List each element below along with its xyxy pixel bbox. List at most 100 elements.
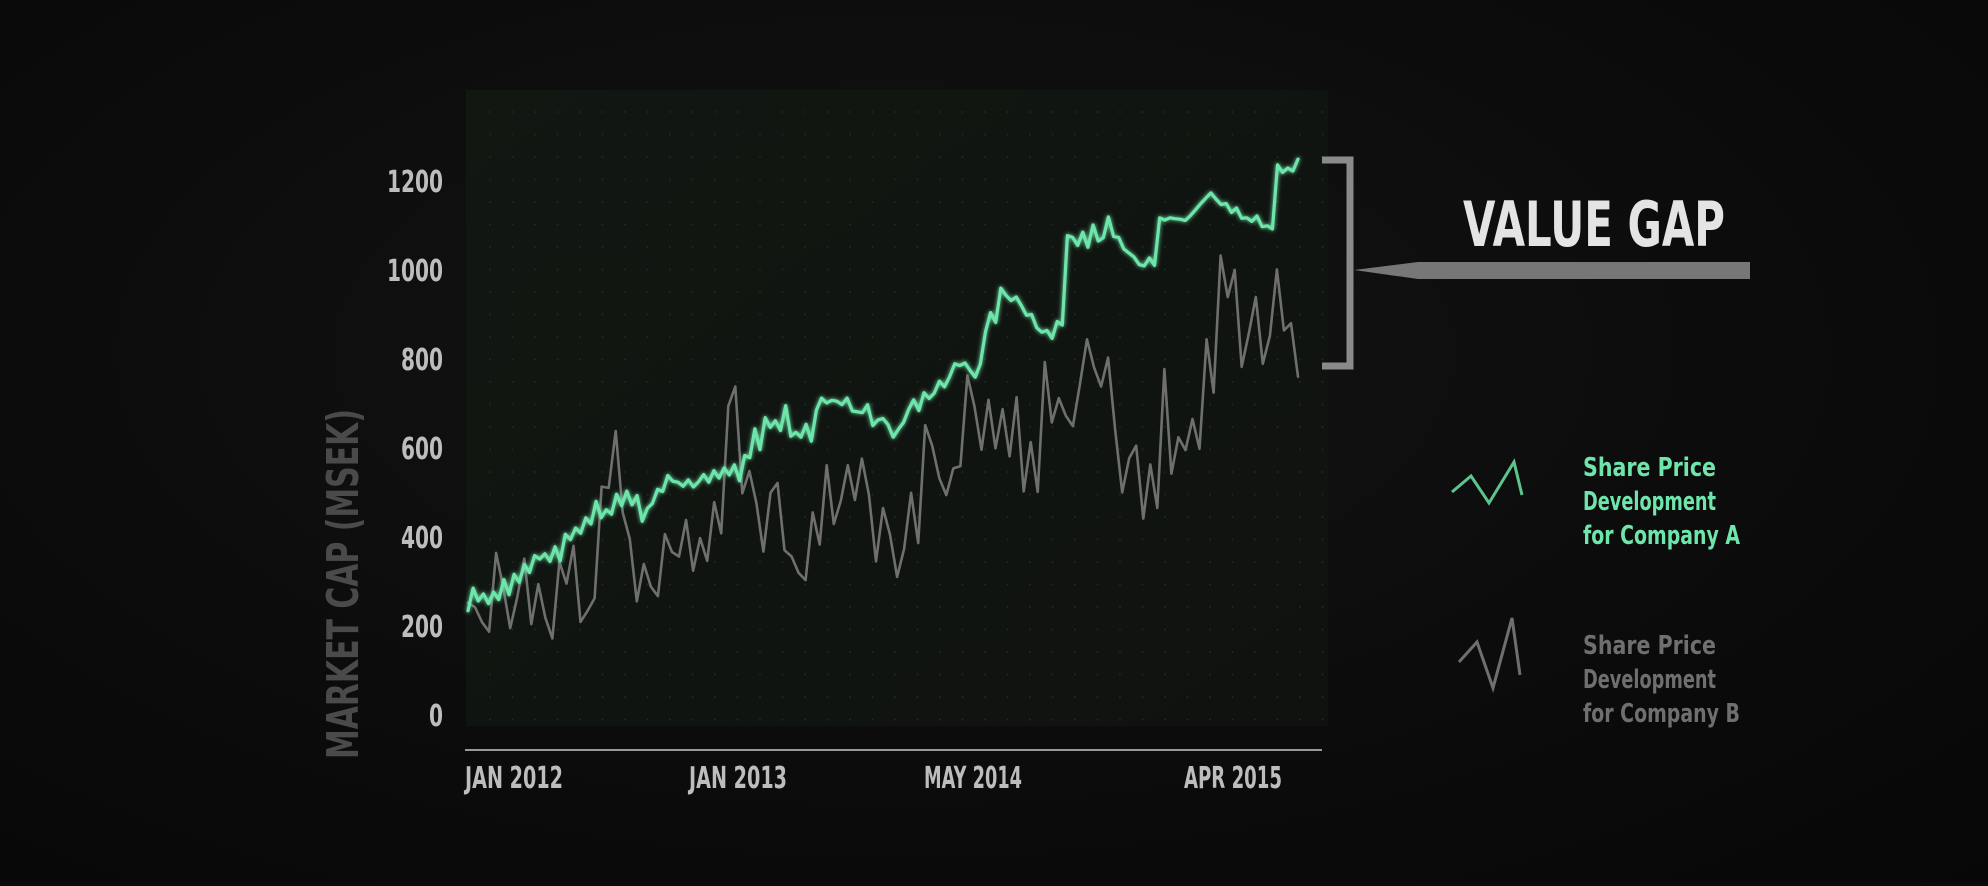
- grid-dot: [1231, 268, 1234, 271]
- grid-dot: [1096, 696, 1099, 698]
- grid-dot: [579, 403, 581, 406]
- grid-dot: [1209, 516, 1211, 518]
- grid-dot: [871, 313, 874, 316]
- grid-dot: [646, 696, 649, 698]
- grid-dot: [916, 358, 919, 361]
- grid-dot: [961, 583, 964, 586]
- grid-dot: [1231, 223, 1234, 226]
- grid-dot: [1299, 201, 1301, 203]
- grid-dot: [961, 201, 964, 203]
- grid-dot: [489, 718, 491, 721]
- grid-dot: [601, 381, 604, 383]
- grid-dot: [624, 268, 626, 271]
- grid-dot: [1231, 583, 1234, 586]
- grid-dot: [961, 718, 964, 721]
- grid-dot: [849, 718, 851, 721]
- grid-dot: [1164, 718, 1166, 721]
- grid-dot: [1299, 718, 1301, 721]
- grid-dot: [534, 246, 536, 248]
- grid-dot: [534, 133, 536, 136]
- grid-dot: [759, 178, 761, 181]
- grid-dot: [579, 156, 581, 158]
- grid-dot: [1006, 673, 1009, 676]
- grid-dot: [601, 336, 604, 338]
- grid-dot: [579, 201, 581, 203]
- grid-dot: [1276, 718, 1279, 721]
- grid-dot: [916, 718, 919, 721]
- grid-dot: [871, 358, 874, 361]
- grid-dot: [894, 178, 896, 181]
- grid-dot: [871, 246, 874, 248]
- grid-dot: [1051, 628, 1054, 631]
- grid-dot: [489, 268, 491, 271]
- grid-dot: [1276, 448, 1279, 451]
- grid-dot: [1299, 561, 1301, 563]
- grid-dot: [579, 313, 581, 316]
- grid-dot: [1051, 201, 1054, 203]
- grid-dot: [579, 133, 581, 136]
- y-tick-label: 0: [429, 699, 443, 734]
- grid-dot: [1029, 651, 1031, 653]
- grid-dot: [579, 291, 581, 293]
- grid-dot: [984, 718, 986, 721]
- grid-dot: [511, 291, 514, 293]
- x-tick-label: JAN 2013: [688, 761, 787, 796]
- grid-dot: [849, 651, 851, 653]
- grid-dot: [1029, 516, 1031, 518]
- grid-dot: [736, 606, 739, 608]
- grid-dot: [984, 583, 986, 586]
- grid-dot: [624, 291, 626, 293]
- grid-dot: [1321, 448, 1324, 451]
- grid-dot: [826, 223, 829, 226]
- grid-dot: [1006, 538, 1009, 541]
- grid-dot: [1299, 651, 1301, 653]
- grid-dot: [1254, 156, 1256, 158]
- grid-dot: [1321, 133, 1324, 136]
- grid-dot: [1209, 448, 1211, 451]
- grid-dot: [849, 156, 851, 158]
- grid-dot: [601, 471, 604, 473]
- grid-dot: [1029, 471, 1031, 473]
- grid-dot: [1276, 201, 1279, 203]
- grid-dot: [1231, 696, 1234, 698]
- grid-dot: [714, 651, 716, 653]
- grid-dot: [601, 718, 604, 721]
- grid-dot: [1164, 448, 1166, 451]
- grid-dot: [1276, 133, 1279, 136]
- legend-label-line: for Company A: [1583, 521, 1740, 551]
- grid-dot: [511, 471, 514, 473]
- grid-dot: [646, 381, 649, 383]
- grid-dot: [916, 471, 919, 473]
- grid-dot: [759, 426, 761, 428]
- grid-dot: [669, 133, 671, 136]
- grid-dot: [759, 246, 761, 248]
- grid-dot: [646, 246, 649, 248]
- grid-dot: [849, 426, 851, 428]
- grid-dot: [624, 336, 626, 338]
- grid-dot: [1186, 561, 1189, 563]
- grid-dot: [1231, 133, 1234, 136]
- grid-dot: [736, 156, 739, 158]
- grid-dot: [1096, 471, 1099, 473]
- grid-dot: [579, 696, 581, 698]
- grid-dot: [1254, 111, 1256, 113]
- grid-dot: [1119, 606, 1121, 608]
- grid-dot: [781, 223, 784, 226]
- grid-dot: [804, 606, 806, 608]
- grid-dot: [714, 628, 716, 631]
- grid-dot: [871, 628, 874, 631]
- grid-dot: [1321, 628, 1324, 631]
- grid-dot: [579, 718, 581, 721]
- grid-dot: [1254, 358, 1256, 361]
- grid-dot: [1074, 313, 1076, 316]
- grid-dot: [646, 493, 649, 496]
- grid-dot: [1254, 696, 1256, 698]
- grid-dot: [1119, 111, 1121, 113]
- grid-dot: [601, 246, 604, 248]
- grid-dot: [489, 178, 491, 181]
- grid-dot: [669, 538, 671, 541]
- grid-dot: [1186, 583, 1189, 586]
- grid-dot: [669, 561, 671, 563]
- grid-dot: [1186, 381, 1189, 383]
- grid-dot: [511, 223, 514, 226]
